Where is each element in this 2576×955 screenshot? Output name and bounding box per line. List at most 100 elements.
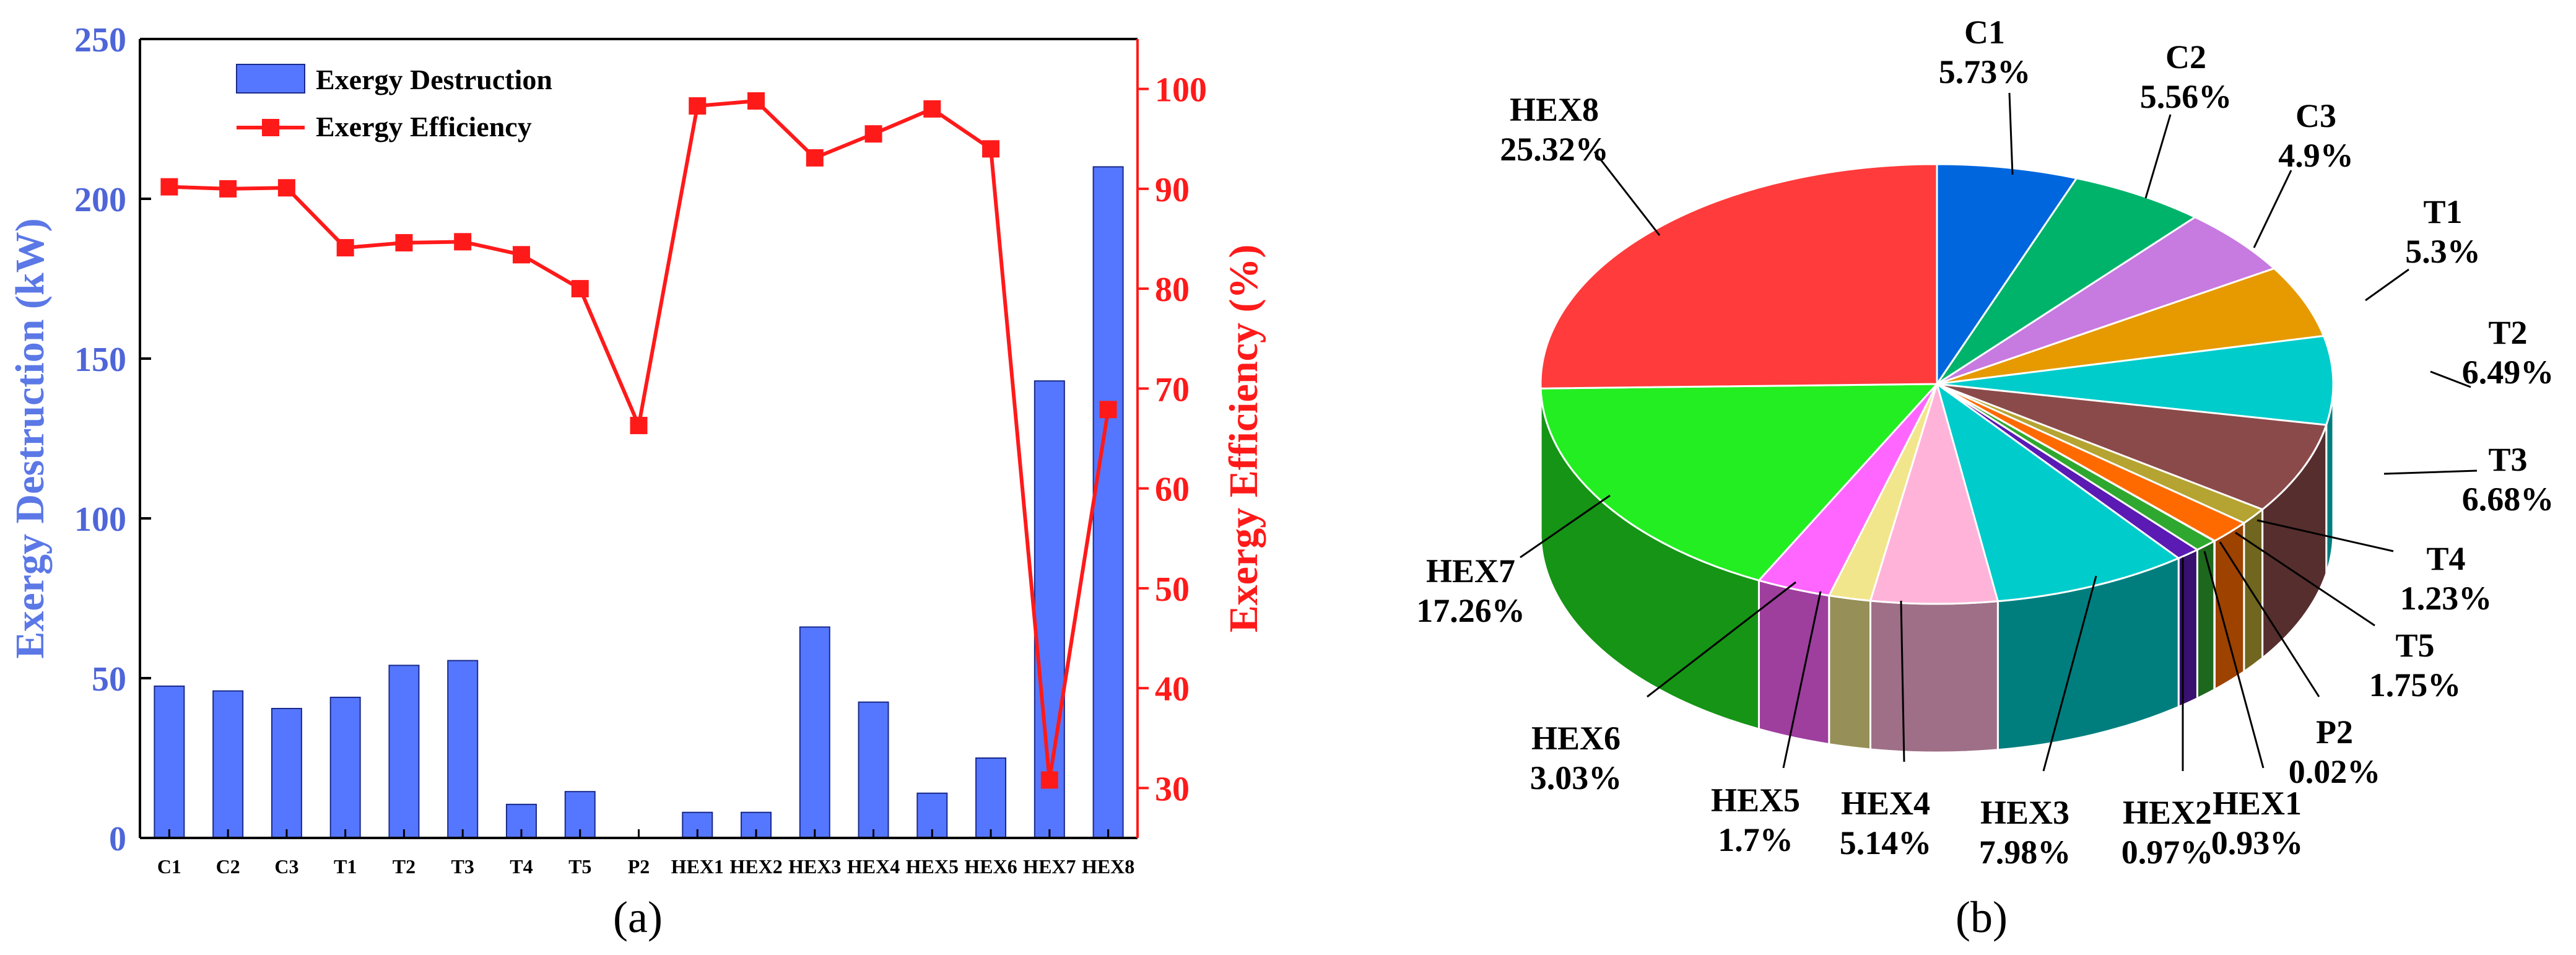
slice-percent-c3: 4.9% — [2278, 137, 2354, 174]
x-tick-label: HEX8 — [1082, 855, 1134, 878]
left-tick-label: 250 — [74, 21, 126, 59]
slice-percent-t4: 1.23% — [2400, 580, 2492, 617]
efficiency-point-hex2 — [747, 92, 765, 110]
slice-label-hex7: HEX7 — [1426, 552, 1515, 590]
leader-line-hex7 — [1520, 494, 1611, 559]
efficiency-point-hex8 — [1099, 401, 1117, 419]
pie-slice-t1 — [1936, 267, 2325, 385]
slice-percent-hex6: 3.03% — [1530, 759, 1622, 796]
efficiency-point-c3 — [277, 179, 295, 197]
pie-chart: C15.73% C25.56% C34.9% T15.3% T26.49% T36.68%… — [1416, 14, 2554, 942]
left-tick-label: 0 — [109, 820, 126, 858]
pie-side-hex5 — [1828, 594, 1872, 751]
leader-line-c2 — [2144, 114, 2172, 199]
efficiency-point-hex6 — [982, 140, 1000, 158]
leader-line-hex8 — [1593, 151, 1661, 236]
legend-swatch-marker — [262, 119, 279, 136]
panel-label-a: (a) — [613, 892, 663, 942]
leader-line-hex6 — [1647, 581, 1796, 698]
x-tick-label: P2 — [628, 855, 650, 878]
x-tick-label: HEX2 — [729, 855, 782, 878]
efficiency-point-hex1 — [689, 97, 707, 115]
efficiency-point-c2 — [219, 180, 237, 198]
leader-line-t2 — [2430, 370, 2471, 388]
slice-percent-hex4: 5.14% — [1840, 824, 1932, 861]
left-tick-label: 50 — [92, 660, 126, 699]
right-tick-label: 60 — [1155, 471, 1190, 509]
slice-label-hex5: HEX5 — [1711, 782, 1800, 819]
left-tick-label: 100 — [74, 500, 126, 539]
slice-label-c2: C2 — [2165, 38, 2206, 76]
x-tick-label: T4 — [510, 855, 533, 878]
efficiency-point-t2 — [395, 233, 413, 251]
slice-label-c3: C3 — [2295, 97, 2336, 134]
leader-line-t3 — [2383, 469, 2478, 475]
efficiency-point-hex3 — [806, 149, 824, 167]
slice-percent-p2: 0.02% — [2289, 753, 2381, 790]
efficiency-point-hex7 — [1040, 771, 1058, 789]
left-axis-title: Exergy Destruction (kW) — [7, 218, 53, 658]
efficiency-point-t5 — [571, 280, 589, 298]
bar-t2 — [388, 665, 420, 839]
x-tick-label: T1 — [334, 855, 357, 878]
efficiency-point-c1 — [160, 178, 178, 196]
slice-percent-t5: 1.75% — [2369, 666, 2461, 704]
efficiency-point-hex4 — [864, 125, 882, 143]
legend-swatch-bar — [236, 64, 305, 94]
right-axis-title: Exergy Efficiency (%) — [1221, 245, 1266, 633]
legend-label-bar: Exergy Destruction — [316, 64, 552, 95]
right-tick-label: 30 — [1155, 770, 1190, 808]
left-tick-label: 150 — [74, 341, 126, 379]
x-tick-label: HEX6 — [964, 855, 1017, 878]
leader-line-t4 — [2256, 519, 2394, 552]
slice-label-hex6: HEX6 — [1531, 720, 1621, 757]
right-tick-label: 80 — [1155, 271, 1190, 309]
slice-label-c1: C1 — [1964, 14, 2005, 51]
panel-label-b: (b) — [1956, 892, 2008, 942]
efficiency-line — [169, 98, 1110, 780]
x-tick-label: C1 — [157, 855, 181, 878]
right-tick-label: 100 — [1155, 71, 1207, 110]
leader-line-hex3 — [2042, 575, 2097, 772]
slice-label-hex8: HEX8 — [1510, 91, 1599, 128]
pie-side-t4 — [2243, 507, 2264, 674]
leader-line-p2 — [2219, 541, 2320, 697]
slice-label-p2: P2 — [2316, 713, 2353, 751]
efficiency-point-t1 — [336, 239, 354, 257]
bar-hex8 — [1092, 166, 1124, 839]
slice-percent-c2: 5.56% — [2140, 78, 2232, 115]
pie-slice-c2 — [1936, 177, 2197, 385]
efficiency-point-t3 — [454, 233, 472, 251]
slice-percent-t1: 5.3% — [2405, 233, 2481, 270]
slice-label-t2: T2 — [2488, 314, 2527, 351]
x-tick-label: HEX3 — [788, 855, 841, 878]
x-tick-label: C2 — [216, 855, 240, 878]
x-tick-label: T3 — [451, 855, 474, 878]
x-tick-label: C3 — [274, 855, 298, 878]
bar-t3 — [447, 660, 479, 839]
slice-percent-c1: 5.73% — [1939, 53, 2031, 90]
slice-label-t1: T1 — [2423, 193, 2462, 230]
pie-side-hex2 — [2177, 548, 2198, 709]
x-tick-label: T5 — [568, 855, 591, 878]
bar-hex4 — [858, 701, 889, 839]
leader-line-hex5 — [1782, 591, 1822, 769]
slice-label-t4: T4 — [2426, 540, 2465, 577]
x-tick-label: HEX4 — [847, 855, 900, 878]
right-tick-label: 70 — [1155, 370, 1190, 409]
slice-percent-hex3: 7.98% — [1979, 834, 2071, 871]
slice-label-hex2: HEX2 — [2123, 794, 2212, 831]
leader-line-t5 — [2235, 531, 2375, 627]
slice-percent-hex1: 0.93% — [2211, 824, 2304, 861]
slice-percent-hex2: 0.97% — [2121, 834, 2214, 871]
x-tick-label: T2 — [393, 855, 416, 878]
bar-c3 — [271, 708, 302, 839]
bar-c1 — [154, 685, 185, 839]
slice-percent-t3: 6.68% — [2462, 481, 2554, 518]
x-tick-label: HEX7 — [1023, 855, 1076, 878]
bar-hex3 — [799, 626, 830, 839]
pie-slice-hex8 — [1539, 163, 1938, 390]
leader-line-t1 — [2365, 268, 2409, 302]
slice-label-hex3: HEX3 — [1980, 794, 2069, 831]
